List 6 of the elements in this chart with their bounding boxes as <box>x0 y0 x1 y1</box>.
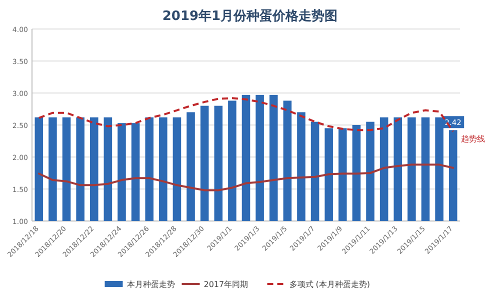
chart-title: 2019年1月份种蛋价格走势图 <box>162 8 338 24</box>
legend-label: 多项式 (本月种蛋走势) <box>289 280 370 289</box>
legend-label: 本月种蛋走势 <box>126 280 175 289</box>
legend-label: 2017年同期 <box>204 280 248 289</box>
line-series <box>38 164 454 192</box>
annotation: 趋势线 <box>461 134 486 144</box>
